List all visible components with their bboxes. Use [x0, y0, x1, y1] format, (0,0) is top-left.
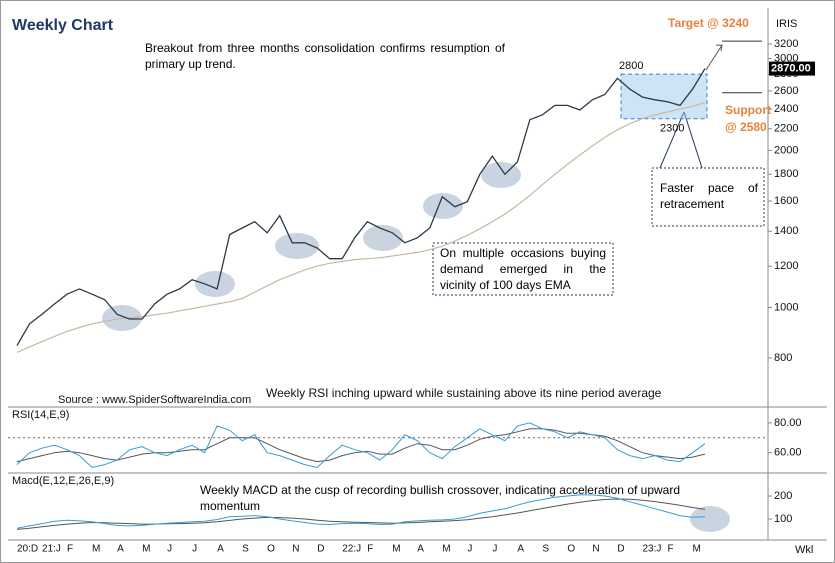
target-label: Target @ 3240 [668, 16, 749, 30]
x-tick-label: M [442, 544, 450, 555]
x-tick-label: M [142, 544, 150, 555]
ellipse [275, 233, 319, 259]
chart-title: Weekly Chart [12, 17, 114, 34]
y-tick-label: 80.00 [774, 417, 802, 429]
x-tick-label: O [567, 544, 575, 555]
callout-arrow [659, 111, 703, 169]
y-tick-label: 3000 [774, 52, 798, 64]
x-tick-label: A [117, 544, 124, 555]
x-tick-label: J [167, 544, 172, 555]
note-box: Faster pace of retracement [660, 181, 758, 211]
ellipse [363, 225, 403, 251]
y-tick-label: 2000 [774, 144, 798, 156]
y-tick-label: 800 [774, 352, 792, 364]
y-tick-label: 200 [774, 490, 792, 502]
ellipse [481, 162, 521, 188]
note: Weekly RSI inching upward while sustaini… [266, 386, 662, 400]
x-tick-label: J [467, 544, 472, 555]
macd-signal [16, 498, 706, 530]
x-tick-label: 21:J [42, 544, 61, 555]
x-tick-label: A [517, 544, 524, 555]
y-tick-label: 1400 [774, 225, 798, 237]
y-tick-label: 1000 [774, 301, 798, 313]
support-label: @ 2580 [725, 120, 767, 134]
last-value-box [769, 61, 815, 76]
y-tick-label: 2200 [774, 123, 798, 135]
note: On multiple occasions buying demand emer… [440, 246, 606, 292]
note-frame [651, 167, 765, 227]
x-tick-label: S [242, 544, 249, 555]
y-tick-label: 1800 [774, 168, 798, 180]
y-tick-label: 2400 [774, 103, 798, 115]
x-tick-label: M [92, 544, 100, 555]
y-tick-label: 100 [774, 513, 792, 525]
y-tick-label: 60.00 [774, 447, 802, 459]
x-tick-label: N [292, 544, 299, 555]
x-tick-label: O [267, 544, 275, 555]
y-tick-label: 1600 [774, 195, 798, 207]
target-arrow [705, 44, 723, 71]
symbol: IRIS [776, 18, 797, 30]
price-line [16, 68, 706, 346]
note-box: Weekly MACD at the cusp of recording bul… [200, 483, 680, 513]
consolidation-box [620, 73, 708, 120]
x-tick-label: 23:J [642, 544, 661, 555]
panel-title: RSI(14,E,9) [12, 409, 69, 421]
panel-title: Macd(E,12,E,26,E,9) [12, 475, 114, 487]
x-tick-label: A [417, 544, 424, 555]
x-tick-label: F [367, 544, 373, 555]
source: Source : www.SpiderSoftwareIndia.com [58, 394, 251, 406]
ellipse [195, 271, 235, 297]
x-tick-label: D [617, 544, 624, 555]
x-tick-label: A [217, 544, 224, 555]
x-tick-label: 20:D [17, 544, 38, 555]
x-tick-label: M [692, 544, 700, 555]
note-box: Breakout from three months consolidation… [145, 41, 505, 71]
x-tick-label: N [592, 544, 599, 555]
macd-line [16, 494, 706, 529]
x-tick-label: D [317, 544, 324, 555]
frequency: Wkl [795, 544, 813, 556]
x-tick-label: J [492, 544, 497, 555]
x-tick-label: 22:J [342, 544, 361, 555]
x-tick-label: F [67, 544, 73, 555]
ellipse [690, 506, 730, 532]
highlights [102, 162, 730, 532]
y-tick-label: 3200 [774, 38, 798, 50]
note: Faster pace of retracement [660, 181, 758, 211]
note: Weekly MACD at the cusp of recording bul… [200, 483, 680, 513]
level-label: 2300 [660, 123, 684, 135]
ema-line [16, 102, 706, 353]
ellipse [423, 193, 463, 219]
last-value-label: 2870.00 [771, 62, 811, 74]
note-frame [432, 242, 614, 296]
x-tick-label: F [667, 544, 673, 555]
x-tick-label: M [392, 544, 400, 555]
y-tick-label: 2600 [774, 85, 798, 97]
level-label: 2800 [619, 60, 643, 72]
y-tick-label: 1200 [774, 260, 798, 272]
x-tick-label: J [192, 544, 197, 555]
support-label: Support [725, 103, 771, 117]
rsi-line [16, 422, 706, 469]
note-box: On multiple occasions buying demand emer… [440, 246, 606, 292]
x-tick-label: S [542, 544, 549, 555]
note: Breakout from three months consolidation… [145, 41, 505, 71]
